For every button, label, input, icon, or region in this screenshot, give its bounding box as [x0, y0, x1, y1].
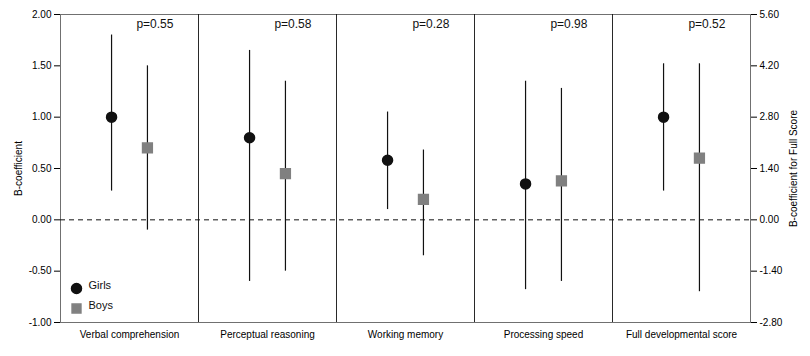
svg-text:2.00: 2.00: [32, 9, 52, 20]
svg-text:B-coefficient: B-coefficient: [13, 141, 24, 196]
svg-text:Boys: Boys: [89, 299, 114, 311]
svg-text:1.50: 1.50: [32, 60, 52, 71]
svg-text:Perceptual reasoning: Perceptual reasoning: [220, 329, 315, 340]
svg-text:B-coefficient for Full Score: B-coefficient for Full Score: [788, 110, 799, 228]
svg-text:5.60: 5.60: [760, 9, 780, 20]
svg-text:Verbal comprehension: Verbal comprehension: [80, 329, 180, 340]
svg-text:-0.50: -0.50: [29, 265, 52, 276]
svg-text:1.00: 1.00: [32, 111, 52, 122]
svg-text:0.00: 0.00: [32, 214, 52, 225]
svg-text:p=0.28: p=0.28: [412, 17, 449, 31]
svg-text:1.40: 1.40: [760, 163, 780, 174]
svg-text:4.20: 4.20: [760, 60, 780, 71]
svg-text:-1.40: -1.40: [760, 265, 783, 276]
svg-text:0.50: 0.50: [32, 163, 52, 174]
svg-text:-1.00: -1.00: [29, 317, 52, 328]
svg-text:-2.80: -2.80: [760, 317, 783, 328]
svg-text:Working memory: Working memory: [368, 329, 443, 340]
svg-text:Processing speed: Processing speed: [504, 329, 584, 340]
svg-text:Girls: Girls: [89, 279, 112, 291]
svg-text:2.80: 2.80: [760, 111, 780, 122]
svg-text:Full developmental score: Full developmental score: [626, 329, 738, 340]
svg-text:0.00: 0.00: [760, 214, 780, 225]
svg-text:p=0.55: p=0.55: [136, 17, 173, 31]
svg-text:p=0.98: p=0.98: [550, 17, 587, 31]
svg-text:p=0.52: p=0.52: [688, 17, 725, 31]
svg-text:p=0.58: p=0.58: [274, 17, 311, 31]
